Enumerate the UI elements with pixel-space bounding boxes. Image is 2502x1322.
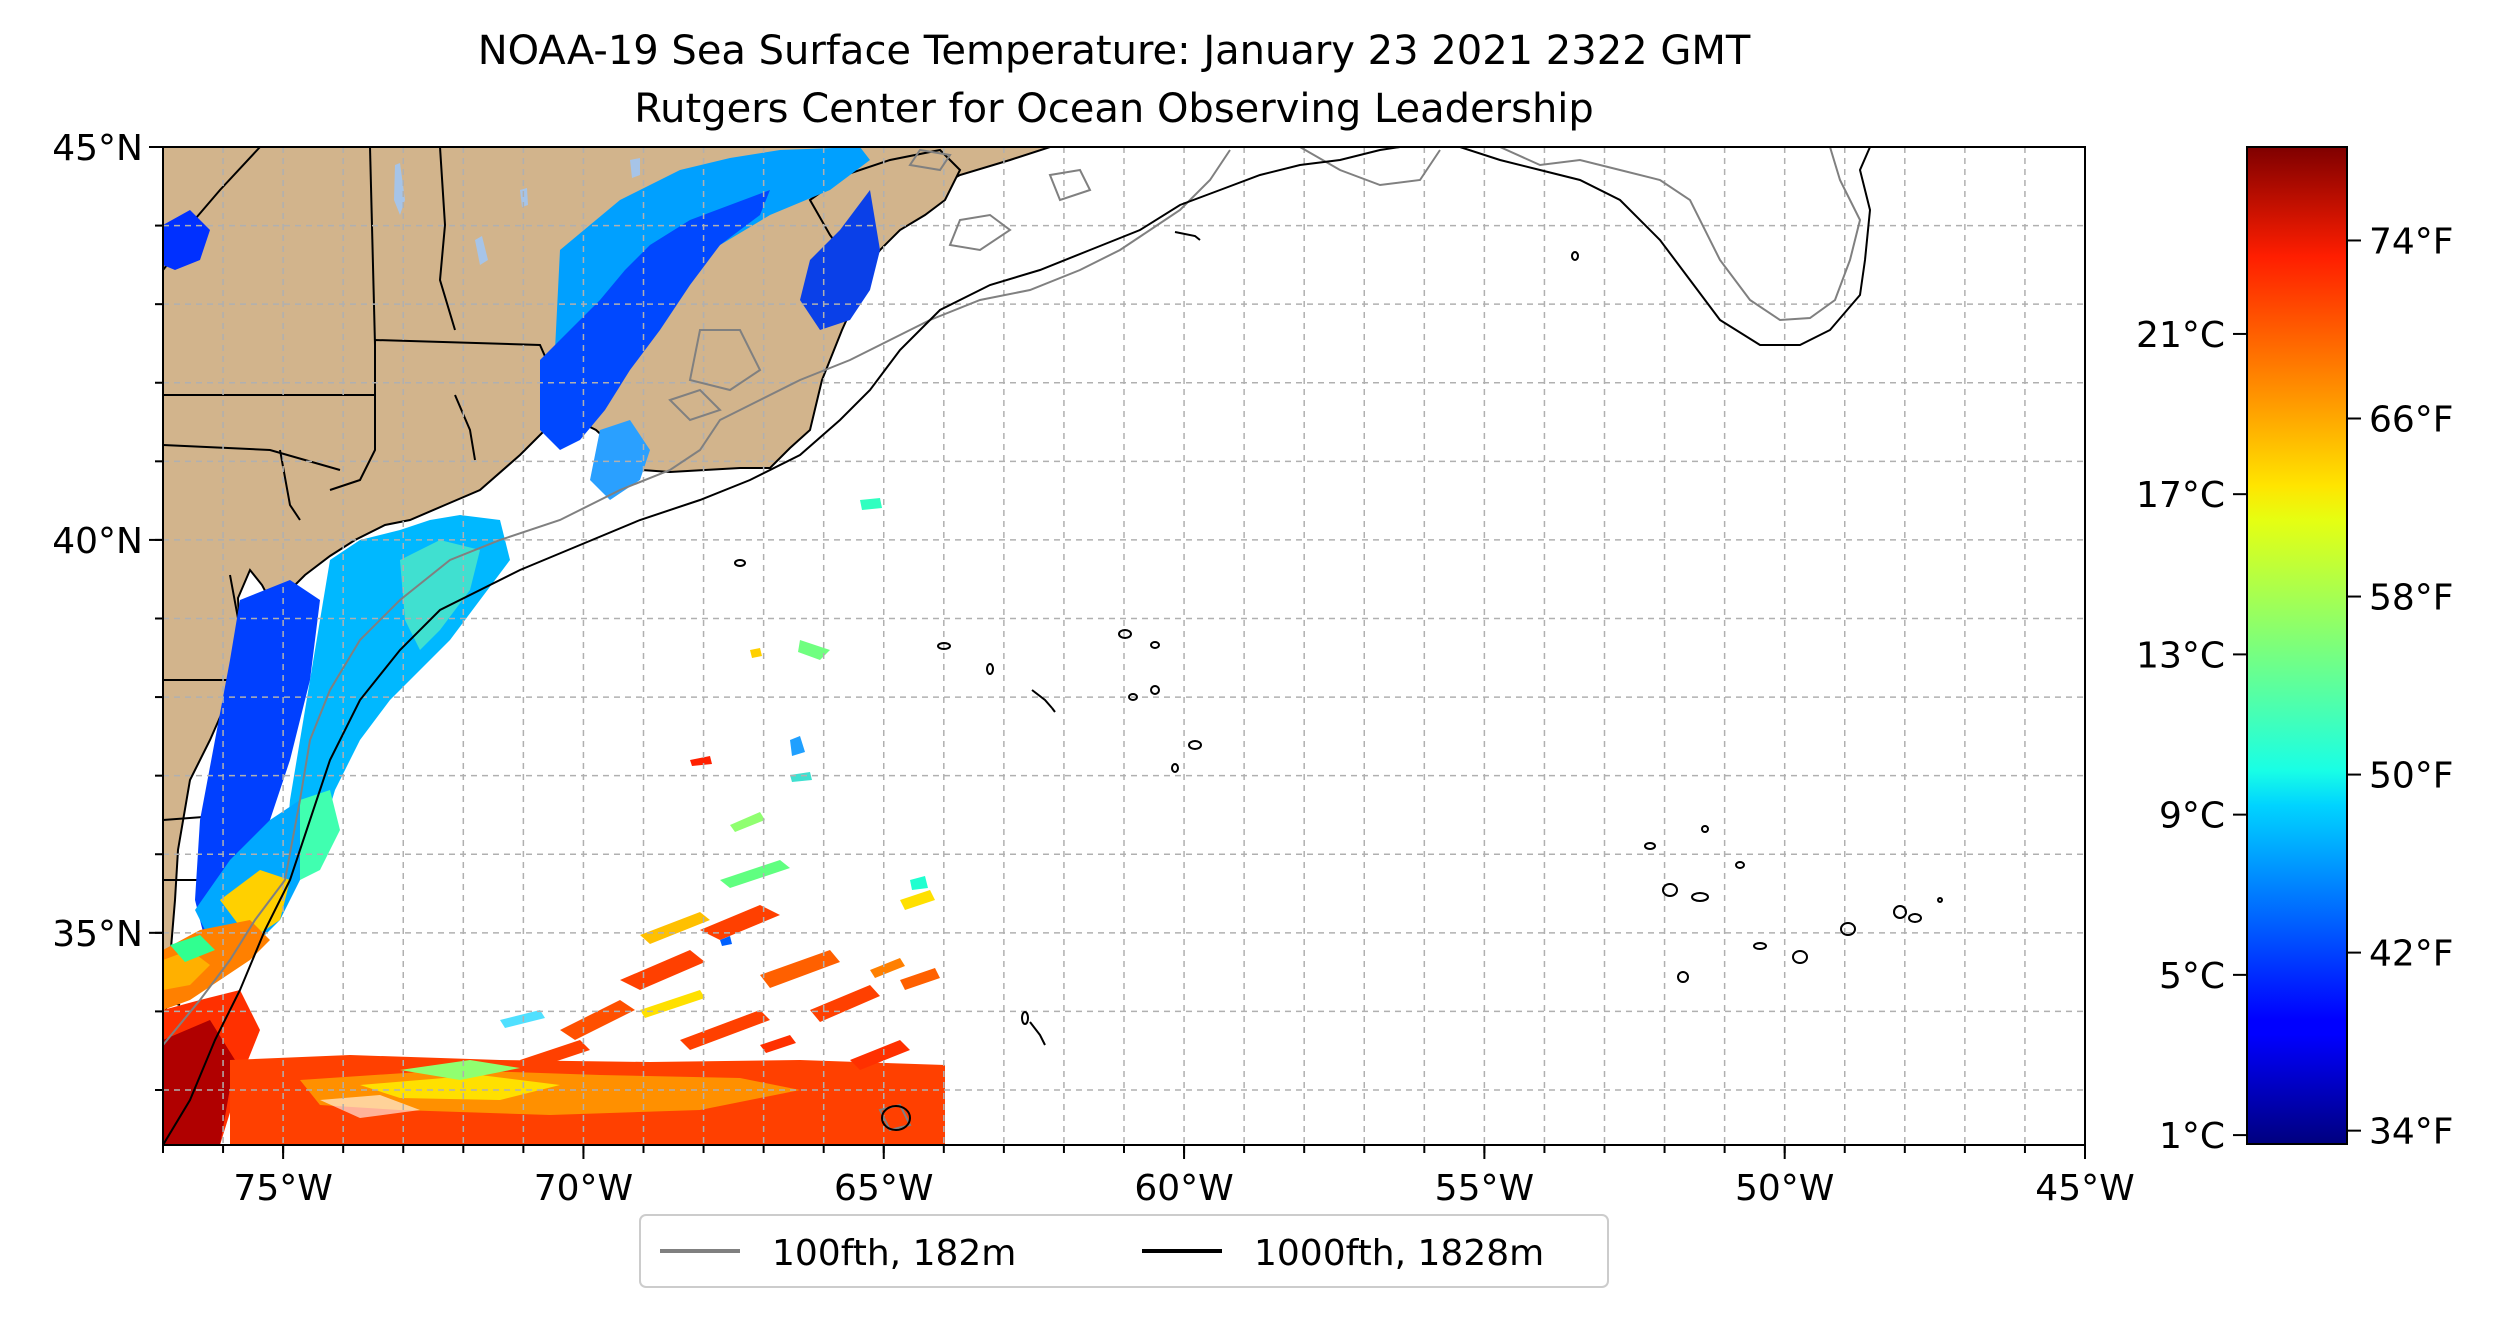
colorbar: 34°F 42°F 50°F 58°F 66°F 74°F 1°C 5°C 9°C 13°C 17… [2136,146,2454,1157]
colorbar-c-label: 9°C [2159,796,2225,837]
title-line2: Rutgers Center for Ocean Observing Leade… [634,86,1594,132]
legend-label-100fth: 100fth, 182m [772,1233,1016,1274]
colorbar-f-label: 58°F [2369,578,2454,619]
title-line1: NOAA-19 Sea Surface Temperature: January… [478,28,1751,74]
x-tick-label: 65°W [834,1168,933,1209]
y-axis: 45°N 40°N 35°N [52,128,163,1091]
colorbar-f-label: 66°F [2369,400,2454,441]
colorbar-f-label: 42°F [2369,934,2454,975]
seamounts [734,231,1943,1131]
colorbar-celsius-ticks: 1°C 5°C 9°C 13°C 17°C 21°C [2136,315,2247,1157]
x-tick-label: 70°W [534,1168,633,1209]
x-tick-label: 60°W [1134,1168,1233,1209]
colorbar-gradient [2247,147,2347,1144]
isobath-100fth-banks [668,148,1092,1132]
y-tick-label: 35°N [52,914,143,955]
sst-streaks [500,498,940,1070]
x-tick-label: 50°W [1735,1168,1834,1209]
colorbar-frame [2246,146,2348,1145]
legend: 100fth, 182m 1000fth, 1828m [639,1214,1609,1288]
x-tick-label: 45°W [2035,1168,2134,1209]
colorbar-c-label: 21°C [2136,315,2225,356]
lakes [394,158,640,265]
land-mass [163,147,1051,1051]
x-tick-label: 55°W [1435,1168,1534,1209]
colorbar-c-label: 17°C [2136,475,2225,516]
colorbar-c-label: 1°C [2159,1116,2225,1157]
isobath-1000fth [163,147,1872,1145]
x-tick-label: 75°W [233,1168,332,1209]
y-tick-label: 40°N [52,521,143,562]
legend-box [639,1214,1609,1288]
map-grid [163,147,2085,1145]
colorbar-f-label: 34°F [2369,1112,2454,1153]
colorbar-f-label: 74°F [2369,221,2454,262]
legend-label-1000fth: 1000fth, 1828m [1254,1233,1544,1274]
colorbar-c-label: 5°C [2159,956,2225,997]
map-area [163,147,2085,1145]
y-tick-label: 45°N [52,128,143,169]
sst-swath [163,147,945,1145]
colorbar-f-label: 50°F [2369,756,2454,797]
colorbar-fahrenheit-ticks: 34°F 42°F 50°F 58°F 66°F 74°F [2347,221,2454,1153]
colorbar-c-label: 13°C [2136,635,2225,676]
x-axis: 75°W 70°W 65°W 60°W 55°W 50°W 45°W [162,1145,2135,1209]
